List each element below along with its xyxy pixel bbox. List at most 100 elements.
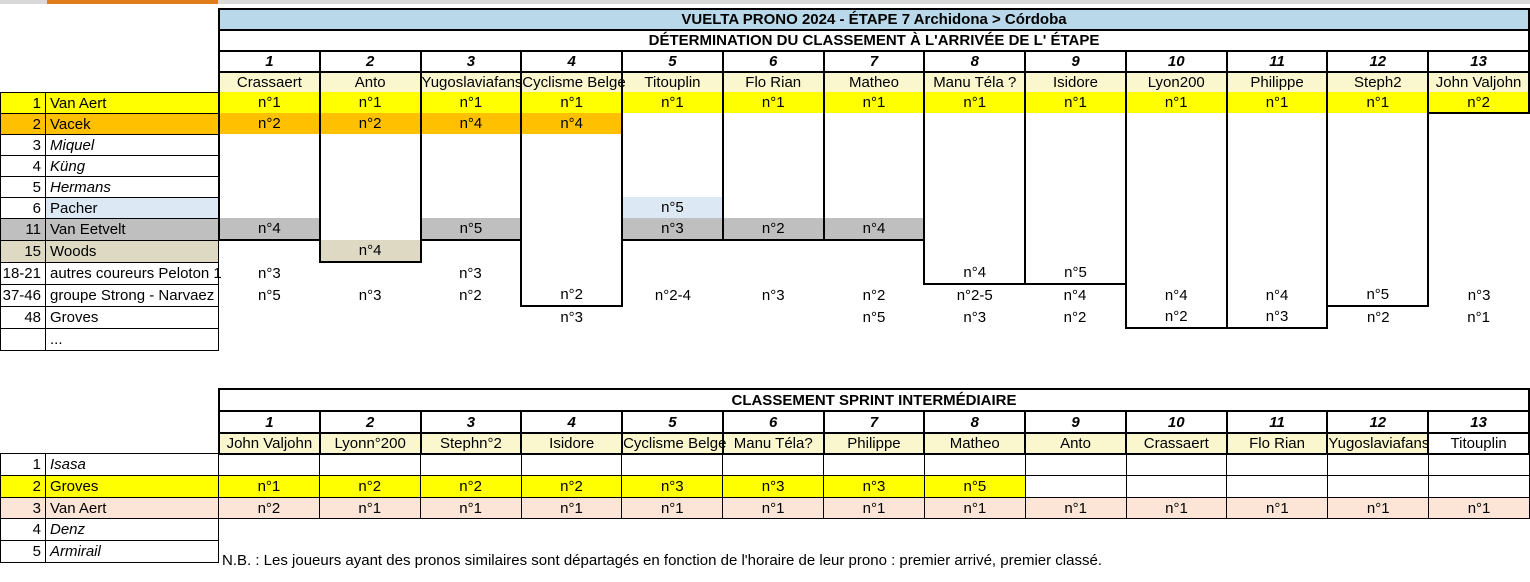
prono-cell[interactable] (924, 328, 1025, 350)
col-number[interactable]: 2 (318, 50, 422, 73)
prono-cell[interactable] (824, 240, 925, 262)
col-number[interactable]: 7 (822, 410, 926, 434)
prono-cell[interactable] (1327, 453, 1430, 476)
col-player[interactable]: Stephn°2 (419, 432, 523, 455)
col-number[interactable]: 4 (520, 50, 624, 73)
prono-cell[interactable] (721, 113, 825, 134)
prono-cell[interactable]: n°1 (1327, 497, 1430, 519)
col-player[interactable]: Philippe (1225, 71, 1329, 94)
row-rank[interactable]: 2 (0, 475, 46, 498)
prono-cell[interactable]: n°3 (761, 286, 785, 304)
prono-cell[interactable] (520, 155, 624, 176)
prono-cell[interactable]: n°2 (520, 284, 624, 307)
prono-cell[interactable] (218, 197, 321, 218)
prono-cell[interactable] (1024, 176, 1127, 197)
prono-cell[interactable] (218, 134, 321, 155)
col-number[interactable]: 1 (218, 50, 321, 73)
prono-cell[interactable] (1428, 113, 1529, 134)
row-rider[interactable]: Miquel (45, 134, 219, 156)
col-player[interactable]: Philippe (822, 432, 926, 455)
row-rider[interactable]: Groves (45, 475, 219, 498)
prono-cell[interactable]: n°3 (258, 264, 281, 282)
row-rank[interactable]: 18-21 (0, 262, 46, 285)
prono-cell[interactable]: n°3 (722, 475, 825, 498)
prono-cell[interactable] (419, 134, 523, 155)
row-rider[interactable]: Van Aert (45, 92, 219, 114)
row-rider[interactable]: Denz (45, 518, 219, 541)
prono-cell[interactable]: n°2 (218, 113, 321, 134)
prono-cell[interactable]: n°2 (1366, 309, 1390, 326)
prono-cell[interactable] (1225, 134, 1329, 155)
prono-cell[interactable] (1024, 197, 1127, 218)
prono-cell[interactable]: n°4 (822, 218, 926, 241)
row-rank[interactable]: 1 (0, 92, 46, 114)
prono-cell[interactable] (1124, 240, 1228, 262)
prono-cell[interactable] (1226, 453, 1329, 476)
prono-cell[interactable] (1428, 155, 1529, 176)
prono-cell[interactable] (318, 176, 422, 197)
prono-cell[interactable]: n°1 (1428, 497, 1530, 519)
col-player[interactable]: Titouplin (621, 71, 724, 94)
prono-cell[interactable] (1225, 113, 1329, 134)
col-number[interactable]: 3 (419, 410, 523, 434)
prono-cell[interactable] (923, 176, 1027, 197)
row-rank[interactable]: 2 (0, 113, 46, 135)
col-player[interactable]: Crassaert (218, 71, 321, 94)
prono-cell[interactable]: n°1 (1024, 92, 1127, 113)
prono-cell[interactable] (1125, 475, 1228, 498)
prono-cell[interactable]: n°5 (862, 308, 886, 326)
prono-cell[interactable]: n°1 (419, 497, 522, 519)
prono-cell[interactable] (320, 306, 421, 328)
prono-cell[interactable] (923, 155, 1027, 176)
prono-cell[interactable]: n°1 (1467, 308, 1490, 326)
row-rank[interactable]: 3 (0, 134, 46, 156)
prono-cell[interactable]: n°1 (621, 497, 724, 519)
prono-cell[interactable] (320, 262, 421, 284)
prono-cell[interactable] (1024, 113, 1127, 134)
prono-cell[interactable] (721, 134, 825, 155)
col-number[interactable]: 10 (1124, 50, 1228, 73)
row-rider[interactable]: Küng (45, 155, 219, 177)
prono-cell[interactable]: n°4 (419, 113, 523, 134)
prono-cell[interactable]: n°4 (1225, 284, 1329, 306)
prono-cell[interactable] (923, 134, 1027, 155)
prono-cell[interactable] (1124, 176, 1228, 197)
prono-cell[interactable] (1428, 475, 1530, 498)
prono-cell[interactable] (1225, 197, 1329, 218)
prono-cell[interactable]: n°1 (520, 92, 624, 113)
prono-cell[interactable] (923, 240, 1027, 262)
col-player[interactable]: Crassaert (1124, 432, 1228, 455)
prono-cell[interactable] (622, 240, 723, 262)
prono-cell[interactable] (1024, 155, 1127, 176)
prono-cell[interactable] (1428, 134, 1529, 155)
prono-cell[interactable] (1326, 240, 1430, 262)
prono-cell[interactable]: n°2 (419, 475, 522, 498)
prono-cell[interactable] (318, 155, 422, 176)
col-player[interactable]: Manu Téla? (721, 432, 825, 455)
col-number[interactable]: 2 (318, 410, 422, 434)
prono-cell[interactable]: n°5 (621, 197, 724, 218)
prono-cell[interactable]: n°3 (1467, 286, 1491, 304)
prono-cell[interactable]: n°1 (218, 475, 320, 498)
row-rank[interactable]: 4 (0, 155, 46, 177)
prono-cell[interactable]: n°1 (1024, 497, 1127, 519)
prono-cell[interactable] (1124, 134, 1228, 155)
prono-cell[interactable]: n°4 (218, 218, 321, 241)
row-rider[interactable]: Van Aert (45, 497, 219, 519)
col-number[interactable]: 10 (1124, 410, 1228, 434)
col-number[interactable]: 12 (1326, 50, 1430, 73)
prono-cell[interactable] (1124, 155, 1228, 176)
prono-cell[interactable] (1326, 155, 1430, 176)
col-number[interactable]: 6 (721, 410, 825, 434)
prono-cell[interactable]: n°4 (1124, 284, 1228, 306)
col-player[interactable]: Yugoslaviafans (419, 71, 523, 94)
col-number[interactable]: 9 (1024, 410, 1127, 434)
prono-cell[interactable] (520, 176, 624, 197)
etape_table-subtitle[interactable]: DÉTERMINATION DU CLASSEMENT À L'ARRIVÉE … (218, 29, 1530, 52)
prono-cell[interactable] (721, 155, 825, 176)
prono-cell[interactable] (218, 453, 320, 476)
prono-cell[interactable] (721, 197, 825, 218)
row-rank[interactable]: 3 (0, 497, 46, 519)
prono-cell[interactable]: n°2 (520, 475, 623, 498)
prono-cell[interactable] (622, 306, 723, 328)
